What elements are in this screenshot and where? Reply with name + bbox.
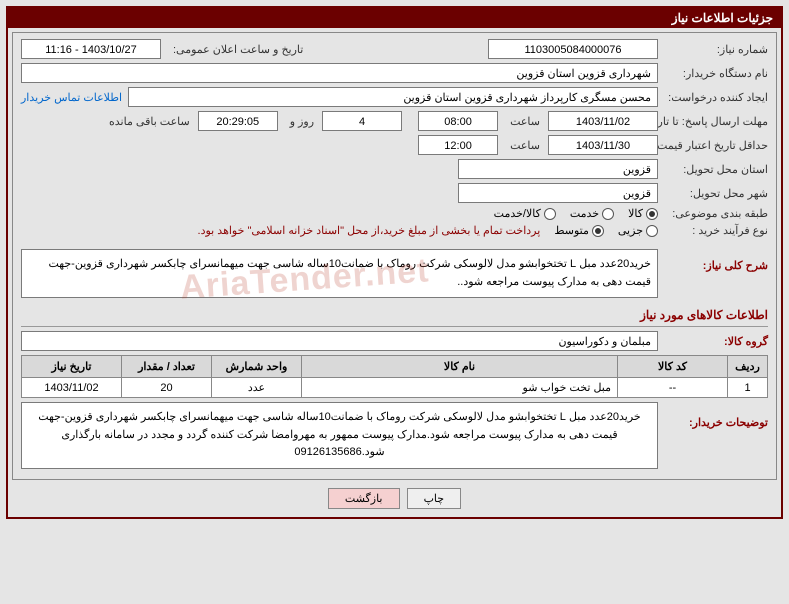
button-bar: چاپ بازگشت [12, 480, 777, 513]
remaining-label: ساعت باقی مانده [105, 115, 190, 128]
announce-label: تاریخ و ساعت اعلان عمومی: [169, 43, 303, 56]
radio-goods-circle [646, 208, 658, 220]
need-no-field: 1103005084000076 [488, 39, 658, 59]
deadline-time-field: 08:00 [418, 111, 498, 131]
radio-goods[interactable]: کالا [628, 207, 658, 220]
city-field: قزوین [458, 183, 658, 203]
days-and-label: روز و [286, 115, 314, 128]
payment-note: پرداخت تمام یا بخشی از مبلغ خرید،از محل … [198, 224, 541, 237]
radio-medium-label: متوسط [554, 224, 589, 237]
announce-field: 1403/10/27 - 11:16 [21, 39, 161, 59]
countdown-field: 20:29:05 [198, 111, 278, 131]
buyer-org-label: نام دستگاه خریدار: [658, 67, 768, 80]
requester-label: ایجاد کننده درخواست: [658, 91, 768, 104]
cell-name: مبل تخت خواب شو [302, 378, 618, 398]
radio-service-circle [602, 208, 614, 220]
buyer-notes-label: توضیحات خریدار: [658, 402, 768, 469]
goods-table: ردیف کد کالا نام کالا واحد شمارش تعداد /… [21, 355, 768, 398]
time-label-1: ساعت [506, 115, 540, 128]
province-field: قزوین [458, 159, 658, 179]
time-label-2: ساعت [506, 139, 540, 152]
th-date: تاریخ نیاز [22, 356, 122, 378]
deadline-date-field: 1403/11/02 [548, 111, 658, 131]
process-label: نوع فرآیند خرید : [658, 224, 768, 237]
main-container: جزئیات اطلاعات نیاز شماره نیاز: 11030050… [6, 6, 783, 519]
table-header-row: ردیف کد کالا نام کالا واحد شمارش تعداد /… [22, 356, 768, 378]
print-button[interactable]: چاپ [407, 488, 462, 509]
desc-title: شرح کلی نیاز: [658, 249, 768, 298]
process-radio-group: جزیی متوسط [554, 224, 658, 237]
table-row: 1 -- مبل تخت خواب شو عدد 20 1403/11/02 [22, 378, 768, 398]
city-label: شهر محل تحویل: [658, 187, 768, 200]
validity-label: حداقل تاریخ اعتبار قیمت: تا تاریخ: [658, 139, 768, 152]
cell-unit: عدد [212, 378, 302, 398]
th-qty: تعداد / مقدار [122, 356, 212, 378]
th-row: ردیف [728, 356, 768, 378]
radio-small-label: جزیی [618, 224, 643, 237]
requester-field: محسن مسگری کارپرداز شهرداری قزوین استان … [128, 87, 658, 107]
cell-code: -- [618, 378, 728, 398]
need-no-label: شماره نیاز: [658, 43, 768, 56]
th-unit: واحد شمارش [212, 356, 302, 378]
panel-content: شماره نیاز: 1103005084000076 تاریخ و ساع… [8, 28, 781, 517]
radio-small[interactable]: جزیی [618, 224, 658, 237]
radio-goods-label: کالا [628, 207, 643, 220]
contact-link[interactable]: اطلاعات تماس خریدار [21, 91, 122, 104]
th-code: کد کالا [618, 356, 728, 378]
radio-service[interactable]: خدمت [570, 207, 614, 220]
radio-medium-circle [592, 225, 604, 237]
cell-row: 1 [728, 378, 768, 398]
back-button[interactable]: بازگشت [328, 488, 400, 509]
validity-time-field: 12:00 [418, 135, 498, 155]
group-field: مبلمان و دکوراسیون [21, 331, 658, 351]
th-name: نام کالا [302, 356, 618, 378]
radio-medium[interactable]: متوسط [554, 224, 604, 237]
buyer-notes-box: خرید20عدد مبل L تختخوابشو مدل لالوسکی شر… [21, 402, 658, 469]
category-radio-group: کالا خدمت کالا/خدمت [494, 207, 658, 220]
desc-box: خرید20عدد مبل L تختخوابشو مدل لالوسکی شر… [21, 249, 658, 298]
radio-both-circle [544, 208, 556, 220]
buyer-org-field: شهرداری قزوین استان قزوین [21, 63, 658, 83]
radio-both-label: کالا/خدمت [494, 207, 541, 220]
group-label: گروه کالا: [658, 335, 768, 348]
radio-both[interactable]: کالا/خدمت [494, 207, 556, 220]
panel-header: جزئیات اطلاعات نیاز [8, 8, 781, 28]
cell-qty: 20 [122, 378, 212, 398]
province-label: استان محل تحویل: [658, 163, 768, 176]
radio-service-label: خدمت [570, 207, 599, 220]
goods-section-title: اطلاعات کالاهای مورد نیاز [21, 304, 768, 327]
deadline-label: مهلت ارسال پاسخ: تا تاریخ: [658, 115, 768, 128]
category-label: طبقه بندی موضوعی: [658, 207, 768, 220]
cell-date: 1403/11/02 [22, 378, 122, 398]
details-box: شماره نیاز: 1103005084000076 تاریخ و ساع… [12, 32, 777, 480]
validity-date-field: 1403/11/30 [548, 135, 658, 155]
radio-small-circle [646, 225, 658, 237]
days-remaining-field: 4 [322, 111, 402, 131]
